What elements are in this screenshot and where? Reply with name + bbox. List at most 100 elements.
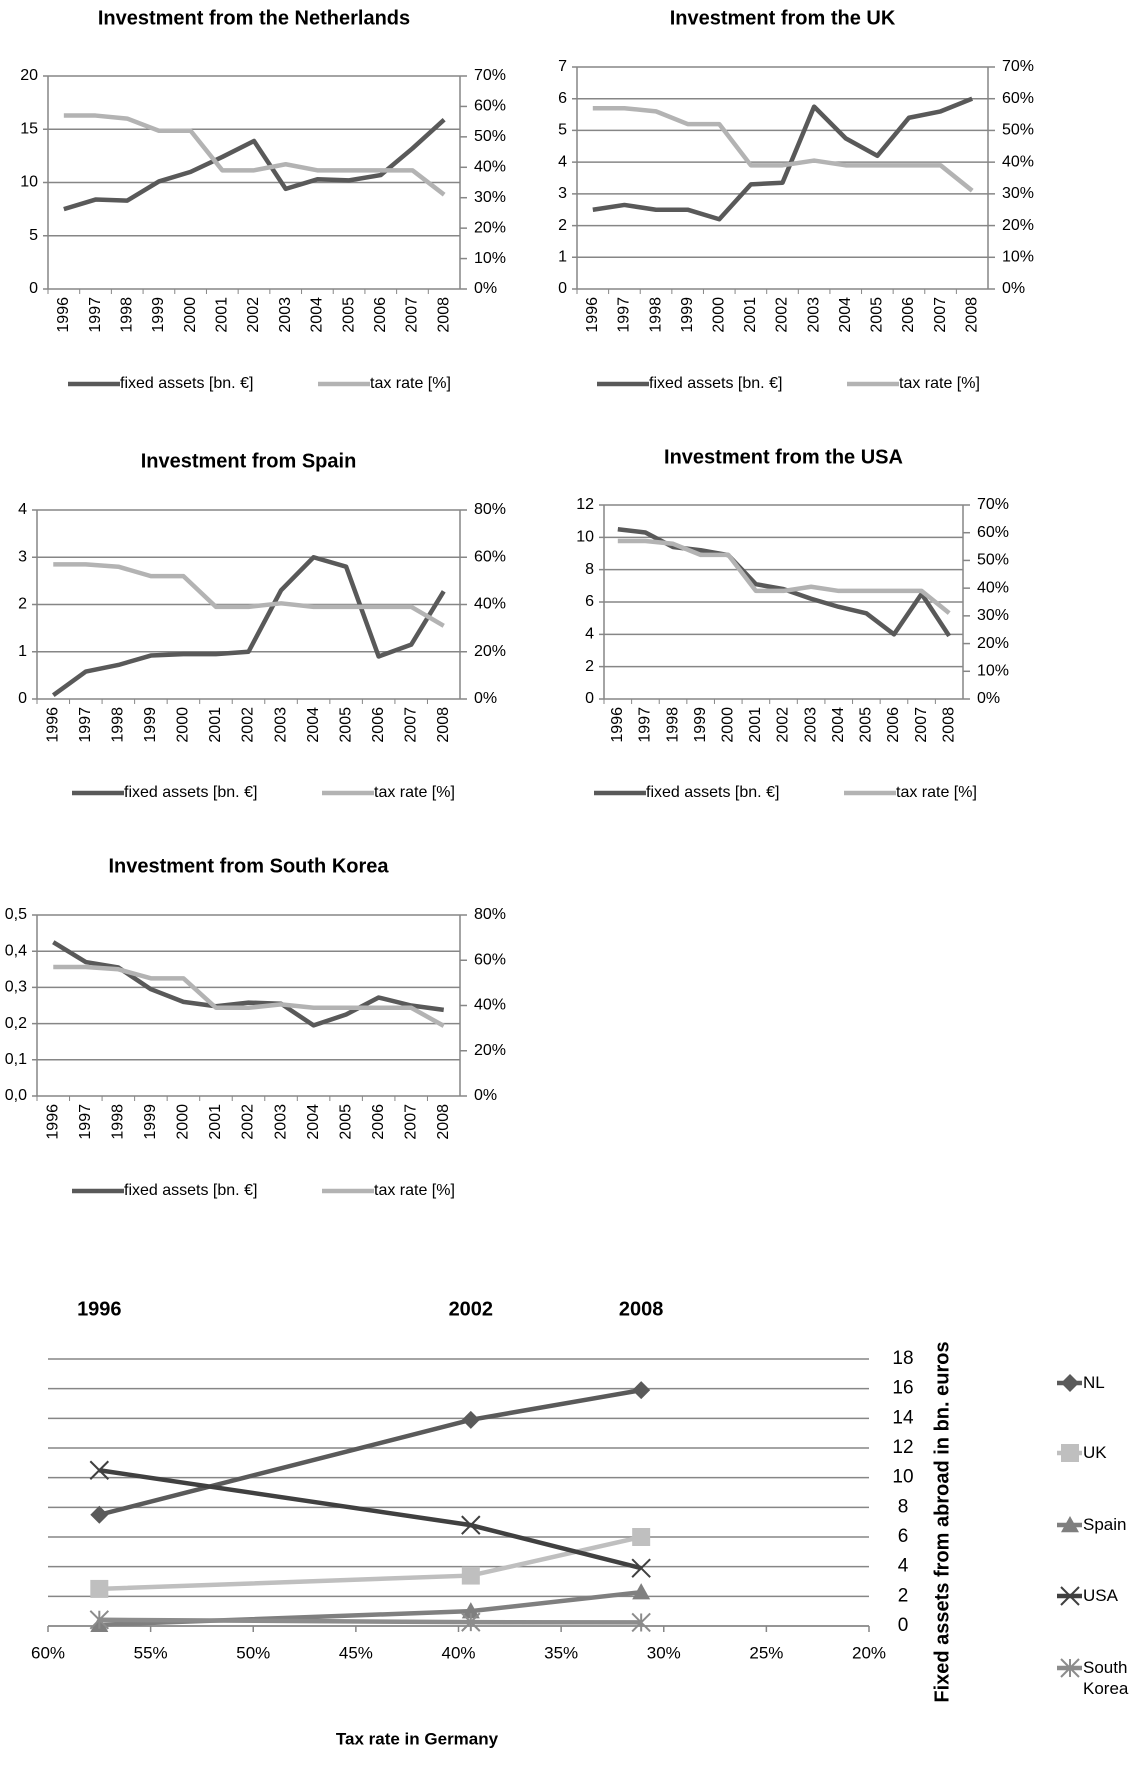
y-tick-label: 8 [898,1496,909,1517]
x-tick-label: 1996 [584,297,601,333]
x-tick-label: 2000 [719,707,736,743]
x-tick-label: 2006 [900,297,917,333]
y-tick-label: 20 [20,67,38,84]
series-line [53,964,445,1028]
y-tick-label: 0 [558,280,567,297]
series-line [592,105,974,193]
chart-title: Investment from the UK [670,7,896,29]
y2-tick-label: 20% [1002,217,1034,234]
marker [89,1460,110,1480]
marker [461,1410,480,1429]
y-tick-label: 12 [576,496,594,513]
x-tick-label: 2001 [207,1104,224,1140]
series-line [98,1387,642,1517]
x-tick-label: 2005 [340,297,357,333]
x-tick-label: 2004 [305,1104,322,1140]
x-tick-label: 1997 [616,297,633,333]
y2-tick-label: 50% [1002,122,1034,139]
x-tick-label: 45% [339,1643,373,1662]
marker [90,1579,109,1598]
x-tick-label: 1998 [110,707,127,743]
y2-tick-label: 70% [474,67,506,84]
series-line [617,538,951,615]
x-tick-label: 2001 [207,707,224,743]
x-tick-label: 2002 [774,297,791,333]
y-tick-label: 16 [892,1378,913,1399]
series-line [99,1617,642,1625]
legend-label: fixed assets [bn. €] [124,784,257,801]
x-tick-label: 2008 [963,297,980,333]
y-tick-label: 0 [898,1615,909,1636]
y2-tick-label: 40% [474,596,506,613]
x-tick-label: 2005 [858,707,875,743]
marker [89,1610,110,1630]
x-tick-label: 2008 [940,707,957,743]
x-tick-label: 2003 [272,1104,289,1140]
y2-tick-label: 70% [1002,58,1034,75]
y2-tick-label: 0% [977,690,1000,707]
y2-tick-label: 30% [977,607,1009,624]
x-tick-label: 1998 [647,297,664,333]
x-tick-label: 1997 [77,1104,94,1140]
x-tick-label: 2006 [885,707,902,743]
y-tick-label: 4 [898,1556,909,1577]
y-tick-label: 10 [20,174,38,191]
series-line [52,940,445,1028]
y-tick-label: 12 [892,1437,913,1458]
x-tick-label: 2000 [182,297,199,333]
legend-label: tax rate [%] [374,784,455,801]
chart-title: Investment from the USA [664,446,903,468]
legend-label: fixed assets [bn. €] [649,375,782,392]
y-tick-label: 2 [558,217,567,234]
x-tick-label: 2001 [742,297,759,333]
y-tick-label: 8 [585,561,594,578]
y2-tick-label: 0% [474,1087,497,1104]
marker [461,1602,480,1619]
x-tick-label: 1999 [679,297,696,333]
annotation: 2008 [619,1298,664,1320]
y2-tick-label: 0% [474,280,497,297]
y2-tick-label: 40% [977,579,1009,596]
y-tick-label: 0,5 [5,906,27,923]
x-tick-label: 2002 [240,1104,257,1140]
y2-tick-label: 0% [474,690,497,707]
x-tick-label: 20% [852,1643,886,1662]
x-tick-label: 2000 [175,1104,192,1140]
y-tick-label: 5 [558,122,567,139]
x-tick-label: 2007 [932,297,949,333]
y-tick-label: 3 [18,548,27,565]
x-tick-label: 2002 [245,297,262,333]
y-tick-label: 6 [898,1526,909,1547]
y-tick-label: 7 [558,58,567,75]
y2-tick-label: 60% [474,98,506,115]
y2-tick-label: 20% [474,643,506,660]
marker [631,1558,651,1578]
x-tick-label: 2006 [370,707,387,743]
x-tick-label: 2008 [435,297,452,333]
chart-title: Investment from South Korea [108,855,389,877]
x-tick-label: 1997 [637,707,654,743]
y2-tick-label: 40% [474,997,506,1014]
x-tick-label: 2005 [337,1104,354,1140]
y2-tick-label: 20% [474,1042,506,1059]
y-tick-label: 4 [585,626,594,643]
y2-tick-label: 0% [1002,280,1025,297]
series-line [51,555,446,698]
y2-tick-label: 10% [1002,249,1034,266]
x-tick-label: 2003 [805,297,822,333]
marker [461,1515,481,1535]
x-tick-label: 2007 [404,297,421,333]
x-tick-label: 1996 [44,1104,61,1140]
y-tick-label: 14 [892,1407,914,1428]
legend-label: NL [1083,1373,1105,1392]
x-tick-label: 1996 [55,297,72,333]
y-tick-label: 0 [29,280,38,297]
x-tick-label: 2006 [372,297,389,333]
y2-tick-label: 50% [977,552,1009,569]
y-tick-label: 3 [558,185,567,202]
y-tick-label: 4 [18,501,27,518]
legend-marker [1061,1374,1079,1392]
y-tick-label: 15 [20,120,38,137]
x-tick-label: 40% [441,1643,475,1662]
x-tick-label: 2001 [747,707,764,743]
